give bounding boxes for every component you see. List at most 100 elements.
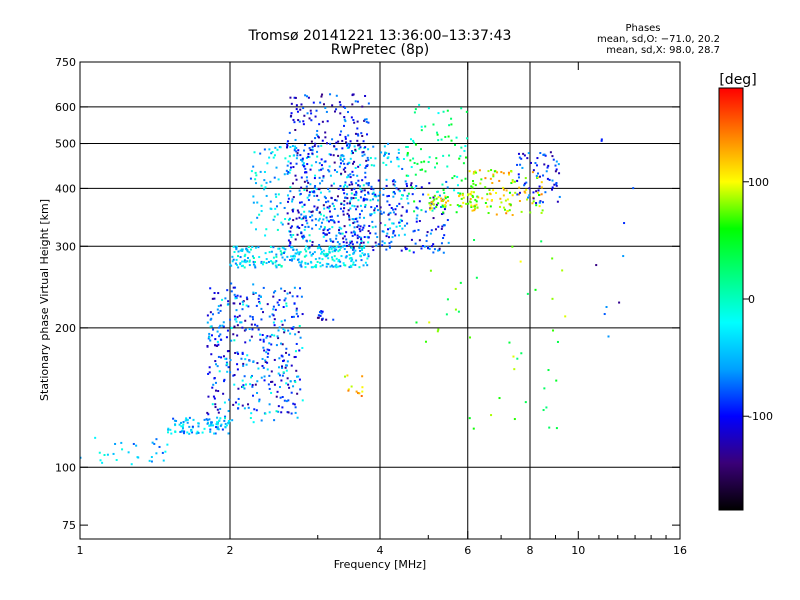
data-point bbox=[352, 222, 355, 225]
data-point bbox=[295, 147, 298, 150]
data-point bbox=[539, 152, 542, 155]
data-point bbox=[268, 251, 271, 254]
data-point bbox=[317, 316, 320, 319]
data-point bbox=[277, 304, 280, 307]
data-point bbox=[359, 163, 362, 166]
data-point bbox=[545, 170, 548, 173]
data-point bbox=[262, 346, 265, 349]
data-point bbox=[362, 150, 365, 153]
data-point bbox=[313, 191, 316, 194]
data-point bbox=[331, 104, 334, 107]
data-point bbox=[341, 232, 344, 235]
data-point bbox=[326, 120, 329, 123]
data-point bbox=[318, 188, 321, 191]
data-point bbox=[337, 265, 340, 268]
data-point bbox=[561, 269, 564, 272]
data-point bbox=[328, 231, 331, 234]
data-point bbox=[304, 262, 307, 265]
data-point bbox=[359, 196, 362, 199]
data-point bbox=[413, 187, 416, 190]
data-point bbox=[264, 186, 267, 189]
data-point bbox=[284, 366, 287, 369]
data-point bbox=[459, 192, 462, 195]
data-point bbox=[370, 185, 373, 188]
data-point bbox=[285, 351, 288, 354]
data-point bbox=[510, 181, 513, 184]
data-point bbox=[541, 209, 544, 212]
data-point bbox=[386, 200, 389, 203]
data-point bbox=[424, 340, 427, 343]
data-point bbox=[513, 180, 516, 183]
data-point bbox=[540, 186, 543, 189]
data-point bbox=[181, 429, 184, 432]
data-point bbox=[438, 249, 441, 252]
data-point bbox=[469, 201, 472, 204]
data-point bbox=[433, 207, 436, 210]
data-point bbox=[278, 263, 281, 266]
data-point bbox=[502, 206, 505, 209]
data-point bbox=[421, 245, 424, 248]
data-point bbox=[415, 321, 418, 324]
data-point bbox=[458, 194, 461, 197]
data-point bbox=[374, 225, 377, 228]
data-point bbox=[364, 193, 367, 196]
data-point bbox=[345, 250, 348, 253]
data-point bbox=[465, 110, 468, 113]
x-tick-label: 2 bbox=[227, 544, 234, 557]
data-point bbox=[371, 220, 374, 223]
data-point bbox=[355, 208, 358, 211]
data-point bbox=[537, 193, 540, 196]
data-point bbox=[354, 100, 357, 103]
data-point bbox=[310, 164, 313, 167]
data-point bbox=[250, 323, 253, 326]
data-point bbox=[214, 432, 217, 435]
data-point bbox=[511, 194, 514, 197]
data-point bbox=[260, 204, 263, 207]
data-point bbox=[266, 303, 269, 306]
data-point bbox=[186, 418, 189, 421]
data-point bbox=[502, 194, 505, 197]
data-point bbox=[235, 320, 238, 323]
data-point bbox=[230, 282, 233, 285]
data-point bbox=[356, 205, 359, 208]
data-point bbox=[385, 164, 388, 167]
data-point bbox=[323, 253, 326, 256]
data-point bbox=[349, 200, 352, 203]
data-point bbox=[525, 188, 528, 191]
data-point bbox=[484, 202, 487, 205]
data-point bbox=[313, 177, 316, 180]
data-point bbox=[487, 170, 490, 173]
data-point bbox=[298, 226, 301, 229]
data-point bbox=[303, 114, 306, 117]
data-point bbox=[214, 406, 217, 409]
data-point bbox=[103, 454, 106, 457]
data-point bbox=[554, 170, 557, 173]
data-point bbox=[498, 397, 501, 400]
data-point bbox=[330, 215, 333, 218]
data-point bbox=[381, 230, 384, 233]
data-point bbox=[354, 196, 357, 199]
data-point bbox=[281, 223, 284, 226]
data-point bbox=[489, 192, 492, 195]
data-point bbox=[339, 265, 342, 268]
data-point bbox=[359, 254, 362, 257]
data-point bbox=[370, 188, 373, 191]
data-point bbox=[325, 239, 328, 242]
data-point bbox=[381, 240, 384, 243]
data-point bbox=[356, 220, 359, 223]
data-point bbox=[377, 199, 380, 202]
data-point bbox=[153, 442, 156, 445]
data-point bbox=[236, 368, 239, 371]
data-point bbox=[278, 299, 281, 302]
data-point bbox=[318, 244, 321, 247]
data-point bbox=[373, 164, 376, 167]
data-point bbox=[251, 318, 254, 321]
data-point bbox=[275, 195, 278, 198]
data-point bbox=[261, 263, 264, 266]
chart-subtitle: RwPretec (8p) bbox=[331, 42, 429, 58]
data-point bbox=[209, 311, 212, 314]
data-point bbox=[350, 181, 353, 184]
data-point bbox=[365, 159, 368, 162]
data-point bbox=[304, 266, 307, 269]
data-point bbox=[436, 330, 439, 333]
